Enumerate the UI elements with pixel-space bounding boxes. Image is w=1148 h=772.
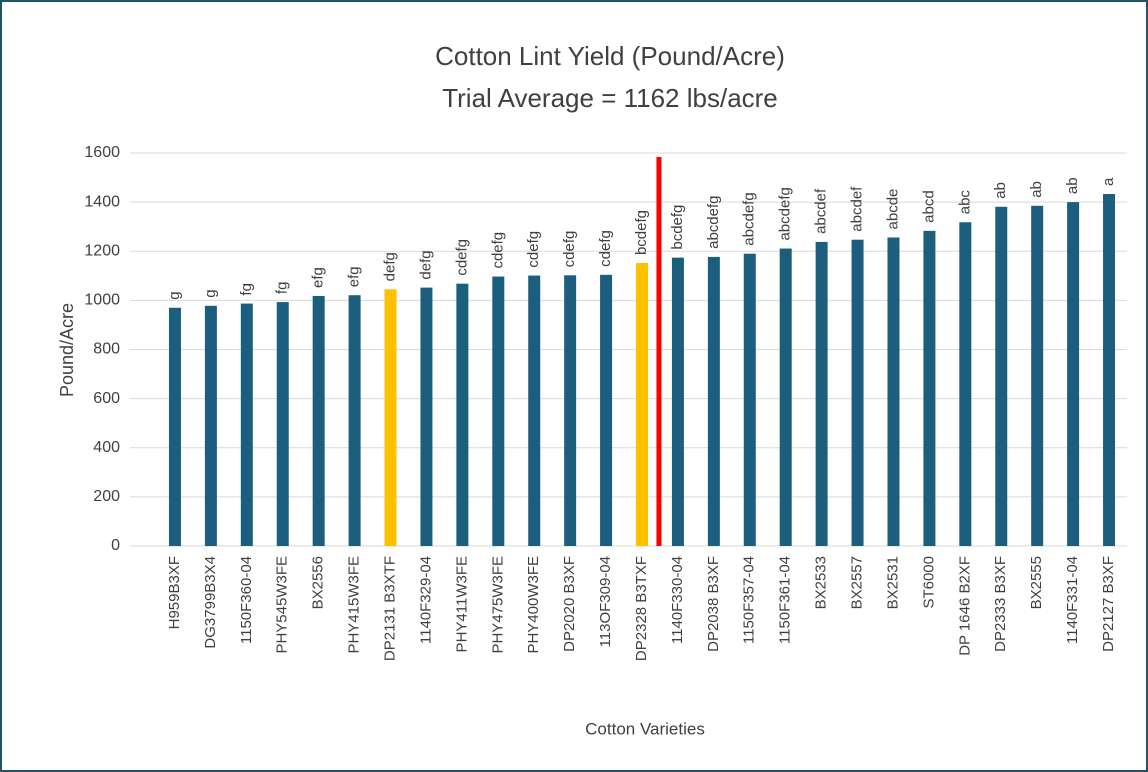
x-tick-label: DP2333 B3XF [992, 556, 1009, 652]
bar [384, 289, 397, 546]
significance-letter: abcdef [813, 188, 830, 234]
x-tick-label: PHY400W3FE [525, 556, 542, 654]
bar [312, 295, 325, 546]
bar [276, 302, 289, 546]
y-tick-label: 400 [93, 439, 120, 456]
significance-letter: abcdefg [777, 187, 794, 240]
significance-letter: fg [238, 283, 255, 296]
significance-letter: defg [417, 250, 434, 279]
bar [348, 295, 361, 546]
x-tick-label: PHY475W3FE [489, 556, 506, 654]
bar [851, 239, 864, 546]
bar [1031, 205, 1044, 546]
significance-letter: bcdefg [669, 205, 686, 250]
x-tick-label: 1150F361-04 [777, 556, 794, 644]
significance-letter: abcdefg [741, 192, 758, 245]
x-tick-label: BX2557 [849, 556, 866, 609]
bar [779, 248, 792, 546]
significance-letter: bcdefg [633, 210, 650, 255]
significance-letter: efg [346, 266, 363, 287]
x-tick-label: DP2038 B3XF [705, 556, 722, 652]
bar [887, 237, 900, 546]
bar [671, 257, 684, 546]
bar [420, 287, 433, 546]
bar [636, 263, 648, 546]
significance-letter: g [202, 289, 219, 297]
x-tick-label: DP2127 B3XF [1100, 556, 1117, 652]
significance-letter: abcdefg [705, 196, 722, 249]
significance-letter: cdefg [597, 230, 614, 267]
y-axis-label: Pound/Acre [57, 303, 77, 397]
significance-letter: g [166, 291, 183, 299]
bar [240, 303, 253, 546]
x-tick-label: BX2555 [1028, 556, 1045, 609]
significance-letter: cdefg [561, 231, 578, 268]
significance-letter: abcde [884, 189, 901, 230]
x-tick-label: PHY411W3FE [453, 556, 470, 652]
significance-letter: ab [1064, 177, 1081, 194]
y-tick-label: 1200 [84, 242, 120, 259]
significance-letter: ab [1028, 181, 1045, 198]
significance-letter: abcdef [849, 186, 866, 232]
x-tick-label: 1150F360-04 [238, 556, 255, 644]
chart-title: Cotton Lint Yield (Pound/Acre) [435, 41, 785, 71]
x-tick-label: 1140F331-04 [1064, 556, 1081, 644]
bar [168, 307, 181, 546]
x-tick-label: DP2131 B3XTF [381, 556, 398, 661]
x-tick-label: H959B3XF [166, 556, 183, 629]
chart-subtitle: Trial Average = 1162 lbs/acre [442, 83, 778, 113]
significance-letter: ab [992, 182, 1009, 199]
significance-letter: a [1100, 177, 1117, 186]
bar [456, 283, 469, 546]
bar [1103, 194, 1116, 546]
y-tick-label: 1400 [84, 193, 120, 210]
x-tick-label: DG3799B3X4 [202, 556, 219, 649]
x-tick-label: BX2556 [310, 556, 327, 609]
significance-letter: abc [956, 190, 973, 215]
x-tick-label: PHY415W3FE [346, 556, 363, 654]
x-tick-label: DP2020 B3XF [561, 556, 578, 652]
x-tick-label: PHY545W3FE [274, 556, 291, 654]
bar [959, 222, 972, 547]
y-tick-label: 1000 [84, 292, 120, 309]
x-tick-label: ST6000 [920, 556, 937, 609]
bar [743, 253, 756, 547]
y-tick-label: 600 [93, 390, 120, 407]
significance-letter: fg [274, 282, 291, 295]
x-tick-label: BX2531 [884, 556, 901, 609]
bar [995, 206, 1008, 546]
significance-letter: cdefg [525, 231, 542, 268]
significance-letter: cdefg [453, 239, 470, 276]
x-tick-label: 113OF309-04 [597, 556, 614, 647]
significance-letter: abcd [920, 190, 937, 223]
y-tick-label: 200 [93, 488, 120, 505]
x-tick-label: 1140F329-04 [417, 556, 434, 644]
y-tick-label: 1600 [84, 144, 120, 161]
significance-letter: cdefg [489, 232, 506, 269]
bar [1067, 202, 1080, 546]
x-tick-label: 1150F357-04 [741, 556, 758, 644]
bar [528, 275, 541, 546]
bar [492, 276, 505, 546]
y-tick-label: 800 [93, 341, 120, 358]
x-tick-label: DP 1646 B2XF [956, 556, 973, 656]
x-tick-label: BX2533 [813, 556, 830, 609]
bar [815, 241, 828, 546]
bar [564, 275, 577, 546]
significance-letter: efg [310, 267, 327, 288]
bar [707, 256, 720, 546]
bar [600, 274, 613, 546]
x-tick-label: 1140F330-04 [669, 556, 686, 644]
bar [204, 305, 217, 546]
y-tick-label: 0 [111, 537, 120, 554]
x-tick-label: DP2328 B3TXF [633, 556, 650, 661]
x-axis-label: Cotton Varieties [585, 719, 705, 738]
significance-letter: defg [381, 252, 398, 281]
bar [923, 230, 936, 546]
